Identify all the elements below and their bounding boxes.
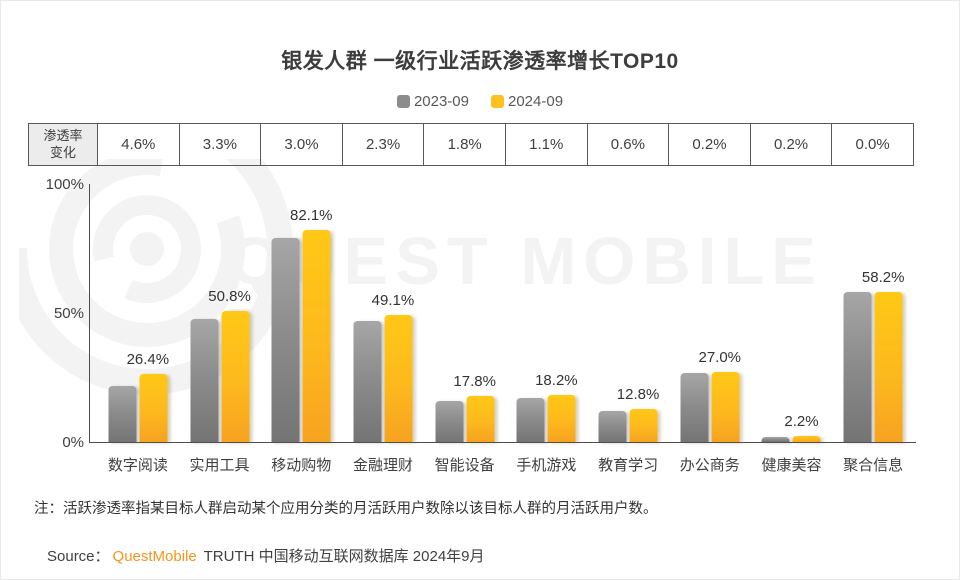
legend-item-2024: 2024-09 <box>491 93 563 110</box>
x-axis-label-移动购物: 移动购物 <box>271 457 332 474</box>
source-brand: QuestMobile <box>112 548 197 565</box>
bar-value-label: 82.1% <box>289 207 333 225</box>
bar-2023-09-移动购物 <box>271 237 300 442</box>
legend-item-2023: 2023-09 <box>396 93 469 110</box>
x-axis-label-智能设备: 智能设备 <box>434 457 495 474</box>
change-cell: 0.0% <box>855 136 890 153</box>
bar-2024-09-金融理财 <box>384 315 413 442</box>
bar-pair <box>761 436 821 442</box>
bar-2024-09-聚合信息 <box>874 291 903 442</box>
bar-2023-09-智能设备 <box>435 400 464 442</box>
bar-2023-09-手机游戏 <box>516 397 545 442</box>
bar-value-label: 2.2% <box>784 413 819 431</box>
bar-pair <box>435 396 495 442</box>
bar-groups: 26.4% 50.8% 82.1% 49.1% 17.8% 18.2% 12.8% 27.0%… <box>97 184 914 442</box>
footnote: 注：活跃渗透率指某目标人群启动某个应用分类的月活跃用户数除以该目标人群的月活跃用… <box>34 501 658 517</box>
bar-pair <box>680 372 740 442</box>
bar-value-label: 17.8% <box>453 373 496 391</box>
legend-label-2024: 2024-09 <box>508 93 564 110</box>
bar-group-教育学习: 12.8% <box>587 184 669 442</box>
change-cell: 4.6% <box>98 124 180 165</box>
bar-pair <box>271 230 331 442</box>
bar-2023-09-健康美容 <box>761 436 790 442</box>
x-axis-label-手机游戏: 手机游戏 <box>516 457 577 474</box>
y-axis-tick-100: 100% <box>45 176 84 193</box>
bar-group-智能设备: 17.8% <box>424 184 506 442</box>
bar-value-label: 27.0% <box>698 349 742 367</box>
bar-2023-09-实用工具 <box>190 319 219 442</box>
legend-swatch-yellow-icon <box>491 95 504 108</box>
bar-pair <box>843 291 903 442</box>
x-axis-label-办公商务: 办公商务 <box>679 457 740 474</box>
bar-2023-09-数字阅读 <box>108 385 137 442</box>
bar-2023-09-教育学习 <box>598 410 627 442</box>
x-axis-label-健康美容: 健康美容 <box>761 457 822 474</box>
source-suffix: TRUTH 中国移动互联网数据库 2024年9月 <box>199 548 485 565</box>
x-axis-labels: 数字阅读 实用工具 移动购物 金融理财 智能设备 手机游戏 教育学习 办公商务 健康美容 聚合信息 <box>97 454 914 475</box>
change-cell: 1.8% <box>424 124 506 165</box>
bar-value-label: 49.1% <box>371 292 415 310</box>
bar-pair <box>516 395 576 442</box>
bar-2024-09-智能设备 <box>466 396 495 442</box>
bar-value-label: 58.2% <box>861 268 905 286</box>
legend-label-2023: 2023-09 <box>413 93 469 110</box>
bar-group-办公商务: 27.0% <box>669 184 751 442</box>
x-axis-label-聚合信息: 聚合信息 <box>843 457 904 474</box>
bar-2023-09-聚合信息 <box>843 291 872 442</box>
bar-group-数字阅读: 26.4% <box>97 184 179 442</box>
penetration-change-table: 渗透率 变化 4.6% 3.3% 3.0% 2.3% 1.8% 1.1% 0.6… <box>28 123 914 166</box>
bar-pair <box>190 310 250 442</box>
change-table-header: 渗透率 变化 <box>29 124 98 165</box>
y-axis-tick-0: 0% <box>62 434 84 451</box>
x-axis-label-教育学习: 教育学习 <box>598 457 659 474</box>
bar-value-label: 26.4% <box>126 350 170 368</box>
x-axis-label-金融理财: 金融理财 <box>352 457 413 474</box>
change-cell: 0.2% <box>669 124 751 165</box>
bar-2024-09-数字阅读 <box>139 373 168 442</box>
change-cell: 2.3% <box>343 124 425 165</box>
change-cell: 3.0% <box>261 124 343 165</box>
bar-2023-09-金融理财 <box>353 321 382 442</box>
bar-2024-09-移动购物 <box>302 230 331 442</box>
source-line: Source： QuestMobile TRUTH 中国移动互联网数据库 2024… <box>47 545 485 566</box>
legend-swatch-gray-icon <box>396 95 410 108</box>
bar-2024-09-办公商务 <box>711 372 740 442</box>
change-cell: 3.3% <box>180 124 262 165</box>
bar-pair <box>353 315 413 442</box>
x-axis-line <box>89 442 916 443</box>
x-axis-label-数字阅读: 数字阅读 <box>107 457 168 474</box>
bar-group-手机游戏: 18.2% <box>506 184 588 442</box>
bar-group-金融理财: 49.1% <box>342 184 424 442</box>
bar-value-label: 12.8% <box>616 385 660 403</box>
y-axis-line <box>89 184 90 442</box>
chart-legend: 2023-09 2024-09 <box>1 93 959 110</box>
bar-value-label: 18.2% <box>535 372 578 390</box>
chart-title: 银发人群 一级行业活跃渗透率增长TOP10 <box>281 50 679 73</box>
bar-group-实用工具: 50.8% <box>179 184 261 442</box>
change-cell: 0.2% <box>751 124 833 165</box>
source-prefix: Source： <box>47 548 110 565</box>
bar-2023-09-办公商务 <box>680 372 709 442</box>
bar-group-健康美容: 2.2% <box>751 184 833 442</box>
bar-2024-09-手机游戏 <box>547 395 576 442</box>
bar-2024-09-健康美容 <box>792 436 821 442</box>
bar-2024-09-教育学习 <box>629 408 658 442</box>
bar-group-移动购物: 82.1% <box>260 184 342 442</box>
change-cell: 0.6% <box>588 124 670 165</box>
bar-group-聚合信息: 58.2% <box>832 184 914 442</box>
bar-value-label: 50.8% <box>208 287 251 305</box>
change-cell: 1.1% <box>506 124 588 165</box>
bar-2024-09-实用工具 <box>221 310 250 442</box>
x-axis-label-实用工具: 实用工具 <box>189 457 250 474</box>
y-axis-tick-50: 50% <box>53 305 84 322</box>
bar-pair <box>598 408 658 442</box>
bar-pair <box>108 373 168 442</box>
